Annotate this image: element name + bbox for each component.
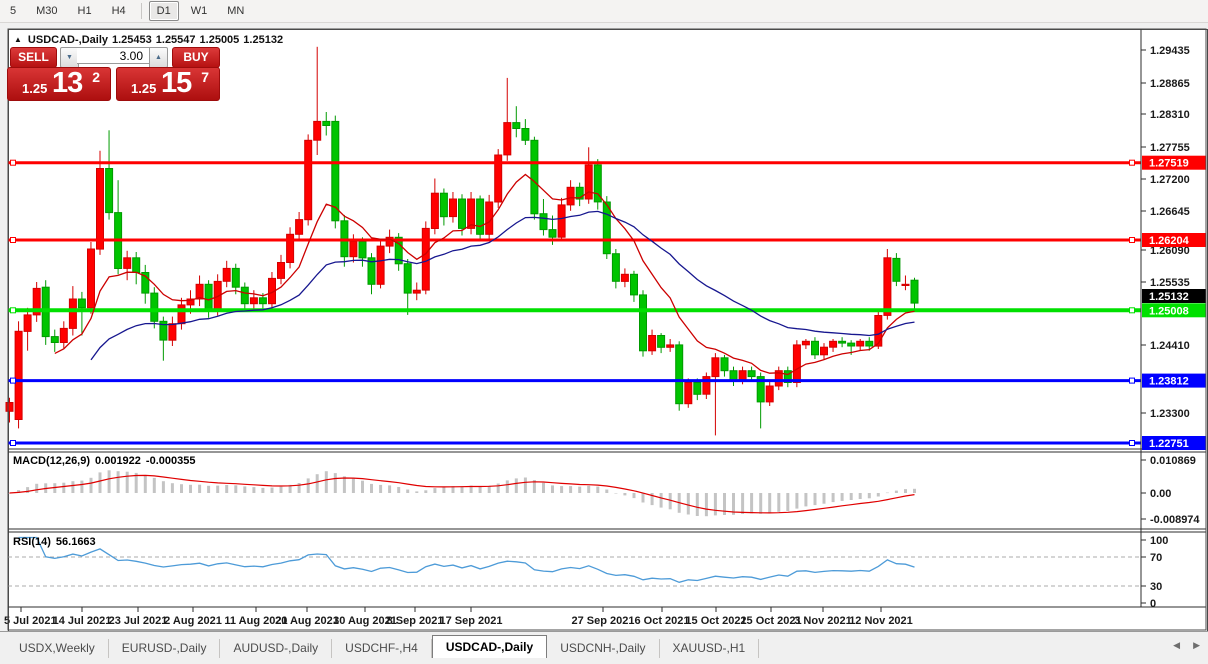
macd-histogram [8, 470, 916, 517]
svg-text:1.26204: 1.26204 [1149, 235, 1190, 247]
svg-text:1.28865: 1.28865 [1150, 78, 1190, 90]
ohlc-low: 1.25005 [199, 34, 240, 46]
timeframe-toolbar: 5 M30 H1 H4 D1 W1 MN [0, 0, 1208, 23]
price-axis: 1.29435 1.28865 1.28310 1.27755 1.27200 1.266… [1141, 45, 1206, 450]
bid-price-panel[interactable]: 1.25 13 2 [7, 67, 111, 101]
macd-indicator-label: MACD(12,26,9) 0.001922 -0.000355 [13, 455, 200, 467]
svg-text:1.25008: 1.25008 [1149, 305, 1189, 317]
svg-text:1.25535: 1.25535 [1150, 277, 1190, 289]
buy-button[interactable]: BUY [172, 47, 220, 68]
panel-borders [8, 29, 1206, 608]
svg-text:-0.008974: -0.008974 [1150, 514, 1200, 526]
svg-text:30: 30 [1150, 581, 1162, 593]
svg-text:14 Jul 2021: 14 Jul 2021 [53, 615, 112, 627]
timeframe-button-mn[interactable]: MN [227, 5, 245, 17]
tab-eurusd-daily[interactable]: EURUSD-,Daily [109, 639, 221, 658]
svg-text:23 Jul 2021: 23 Jul 2021 [109, 615, 168, 627]
sell-button[interactable]: SELL [10, 47, 57, 68]
tab-usdcad-daily[interactable]: USDCAD-,Daily [431, 635, 548, 658]
macd-main-value: 0.001922 [95, 455, 141, 467]
svg-text:1.28310: 1.28310 [1150, 109, 1190, 121]
rsi-value: 56.1663 [55, 536, 96, 548]
svg-text:20 Aug 2021: 20 Aug 2021 [275, 615, 339, 627]
ohlc-high: 1.25547 [155, 34, 196, 46]
rsi-line [18, 536, 915, 583]
tab-usdcnh-daily[interactable]: USDCNH-,Daily [547, 639, 660, 658]
svg-text:1.29435: 1.29435 [1150, 45, 1190, 57]
macd-signal-value: -0.000355 [145, 455, 196, 467]
ohlc-close: 1.25132 [243, 34, 284, 46]
rsi-level-lines [8, 556, 1141, 587]
toolbar-separator [140, 3, 142, 19]
ohlc-open: 1.25453 [112, 34, 152, 46]
svg-text:70: 70 [1150, 552, 1162, 564]
svg-text:12 Nov 2021: 12 Nov 2021 [849, 615, 913, 627]
ask-price-prefix: 1.25 [131, 81, 157, 96]
tab-usdx-weekly[interactable]: USDX,Weekly [6, 639, 109, 658]
symbol-tab-bar: USDX,Weekly EURUSD-,Daily AUDUSD-,Daily USD… [0, 631, 1208, 660]
svg-text:2 Aug 2021: 2 Aug 2021 [164, 615, 222, 627]
lot-increase-button[interactable]: ▲ [149, 47, 168, 68]
svg-text:5 Jul 2021: 5 Jul 2021 [4, 615, 57, 627]
svg-text:1.26645: 1.26645 [1150, 206, 1190, 218]
tab-scroll-right-icon[interactable]: ▶ [1193, 640, 1200, 650]
collapse-caret-icon[interactable]: ▲ [14, 35, 22, 44]
tab-audusd-daily[interactable]: AUDUSD-,Daily [220, 639, 333, 658]
macd-signal-line [9, 474, 915, 514]
rsi-axis: 100 70 30 0 [1141, 535, 1168, 610]
rsi-indicator-label: RSI(14) 56.1663 [13, 536, 101, 548]
bid-price-prefix: 1.25 [22, 81, 48, 96]
macd-name: MACD(12,26,9) [13, 455, 91, 467]
chart-ohlc-header: ▲ USDCAD-,Daily 1.25453 1.25547 1.25005 1.251… [14, 34, 287, 46]
svg-text:17 Sep 2021: 17 Sep 2021 [440, 615, 503, 627]
svg-text:6 Oct 2021: 6 Oct 2021 [634, 615, 689, 627]
timeframe-button-m30[interactable]: M30 [36, 5, 58, 17]
timeframe-button-h4[interactable]: H4 [111, 5, 126, 17]
chart-window-border [7, 28, 1207, 631]
svg-text:8 Sep 2021: 8 Sep 2021 [387, 615, 444, 627]
svg-text:100: 100 [1150, 535, 1168, 547]
symbol-tabs: USDX,Weekly EURUSD-,Daily AUDUSD-,Daily USD… [6, 634, 1208, 658]
ma-slow-line [90, 210, 915, 361]
tab-scroll-left-icon[interactable]: ◀ [1173, 640, 1180, 650]
svg-text:25 Oct 2021: 25 Oct 2021 [740, 615, 801, 627]
timeframe-button-5[interactable]: 5 [10, 5, 17, 17]
svg-text:3 Nov 2021: 3 Nov 2021 [794, 615, 851, 627]
chart-symbol-label: USDCAD-,Daily [27, 34, 108, 46]
macd-axis: 0.010869 0.00 -0.008974 [1141, 455, 1200, 526]
svg-text:1.26090: 1.26090 [1150, 245, 1190, 257]
svg-text:30 Aug 2021: 30 Aug 2021 [333, 615, 397, 627]
svg-text:11 Aug 2021: 11 Aug 2021 [224, 615, 287, 627]
timeframe-button-w1[interactable]: W1 [190, 5, 208, 17]
ask-price-panel[interactable]: 1.25 15 7 [116, 67, 220, 101]
horizontal-lines[interactable] [8, 159, 1141, 446]
ask-price-pipette: 7 [201, 69, 209, 85]
svg-text:1.27755: 1.27755 [1150, 142, 1190, 154]
timeframe-button-d1[interactable]: D1 [148, 1, 179, 21]
tab-usdchf-h4[interactable]: USDCHF-,H4 [332, 639, 432, 658]
ma-fast-line [54, 173, 915, 376]
svg-text:1.23812: 1.23812 [1149, 376, 1189, 388]
tab-xauusd-h1[interactable]: XAUUSD-,H1 [660, 639, 760, 658]
bid-price-pipette: 2 [92, 69, 100, 85]
svg-text:15 Oct 2021: 15 Oct 2021 [685, 615, 746, 627]
ask-price-main: 15 [161, 67, 192, 99]
timeframe-button-h1[interactable]: H1 [77, 5, 92, 17]
svg-text:27 Sep 2021: 27 Sep 2021 [572, 615, 635, 627]
svg-text:1.23300: 1.23300 [1150, 408, 1190, 420]
svg-text:0.00: 0.00 [1150, 488, 1171, 500]
svg-text:0.010869: 0.010869 [1150, 455, 1196, 467]
candlestick-series [5, 46, 919, 436]
svg-text:1.25132: 1.25132 [1149, 291, 1189, 303]
lot-size-input[interactable]: 3.00 [77, 47, 149, 64]
bid-price-main: 13 [52, 67, 83, 99]
rsi-name: RSI(14) [13, 536, 51, 548]
svg-text:0: 0 [1150, 598, 1156, 610]
svg-text:1.22751: 1.22751 [1149, 438, 1189, 450]
svg-text:1.24410: 1.24410 [1150, 340, 1190, 352]
svg-text:1.27200: 1.27200 [1150, 174, 1190, 186]
svg-text:1.27519: 1.27519 [1149, 158, 1189, 170]
